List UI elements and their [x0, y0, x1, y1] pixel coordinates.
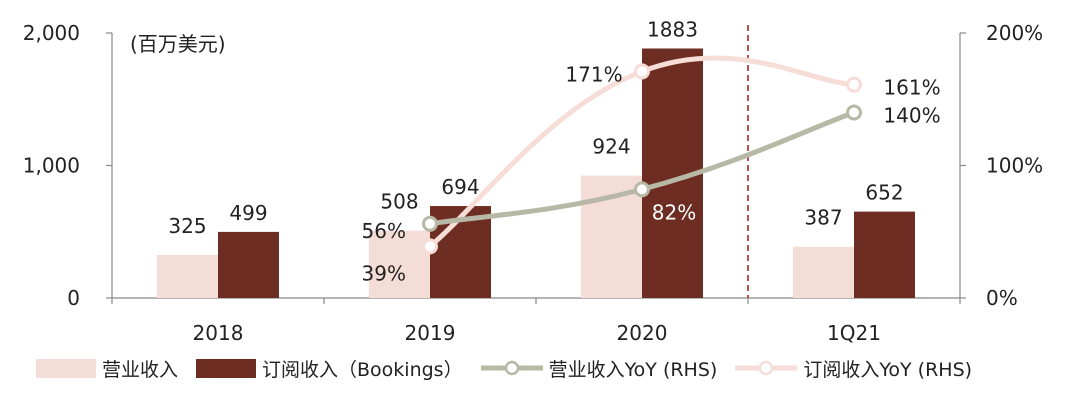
x-tick-label: 1Q21: [827, 321, 881, 345]
legend-label-revenue-yoy: 营业收入YoY (RHS): [548, 358, 718, 381]
x-tick-label: 2018: [193, 321, 244, 345]
data-label-revenue: 508: [380, 190, 418, 214]
x-tick-label: 2020: [617, 321, 668, 345]
y-left-tick-label: 2,000: [23, 21, 80, 45]
legend-item-bookings: 订阅收入（Bookings）: [196, 355, 463, 382]
legend-swatch-revenue-yoy: [480, 360, 543, 376]
data-label-bookings: 652: [865, 181, 903, 205]
legend-swatch-bookings: [196, 358, 257, 378]
data-label-revenue-yoy: 140%: [883, 104, 940, 128]
bar-revenue: [157, 254, 218, 298]
bar-revenue: [793, 246, 854, 298]
data-label-revenue-yoy: 56%: [362, 219, 406, 243]
point-revenue-yoy: [422, 215, 438, 232]
y-right-tick-label: 100%: [986, 154, 1043, 178]
unit-label: (百万美元): [130, 32, 226, 56]
y-right-tick-label: 0%: [986, 286, 1018, 310]
data-label-revenue-yoy: 82%: [652, 200, 696, 224]
bar-bookings: [854, 211, 915, 298]
legend-swatch-bookings-yoy: [735, 360, 798, 376]
point-bookings-yoy: [422, 238, 438, 255]
chart: 0 1,000 2,000 0% 100% 200% 2018 2019 2020 1Q21 (百万…: [23, 18, 1043, 345]
data-label-revenue: 325: [168, 214, 206, 238]
point-bookings-yoy: [846, 76, 862, 93]
data-label-bookings: 499: [229, 201, 267, 225]
data-label-revenue: 924: [592, 135, 630, 159]
data-label-bookings: 1883: [647, 18, 698, 42]
point-bookings-yoy: [634, 63, 650, 80]
y-left-tick-label: 0: [67, 286, 80, 310]
legend-item-revenue-yoy: 营业收入YoY (RHS): [480, 355, 718, 382]
data-label-bookings-yoy: 171%: [565, 62, 622, 86]
y-right-tick-label: 200%: [986, 21, 1043, 45]
y-left-tick-label: 1,000: [23, 154, 80, 178]
data-label-bookings-yoy: 161%: [883, 76, 940, 100]
point-revenue-yoy: [634, 181, 650, 198]
data-label-bookings: 694: [441, 175, 479, 199]
data-label-revenue: 387: [804, 206, 842, 230]
point-revenue-yoy: [846, 104, 862, 121]
data-label-bookings-yoy: 39%: [362, 261, 406, 285]
legend-swatch-revenue: [36, 358, 96, 378]
bar-bookings: [218, 231, 279, 298]
x-tick-label: 2019: [405, 321, 456, 345]
legend-item-bookings-yoy: 订阅收入YoY (RHS): [735, 355, 972, 382]
legend-label-revenue: 营业收入: [102, 358, 179, 381]
bar-revenue: [369, 230, 430, 298]
legend-item-revenue: 营业收入: [36, 355, 178, 382]
legend-label-bookings: 订阅收入（Bookings）: [262, 358, 463, 381]
legend-label-bookings-yoy: 订阅收入YoY (RHS): [803, 358, 973, 381]
legend: 营业收入 订阅收入（Bookings） 营业收入YoY (RHS) 订阅收入Yo…: [36, 354, 990, 382]
